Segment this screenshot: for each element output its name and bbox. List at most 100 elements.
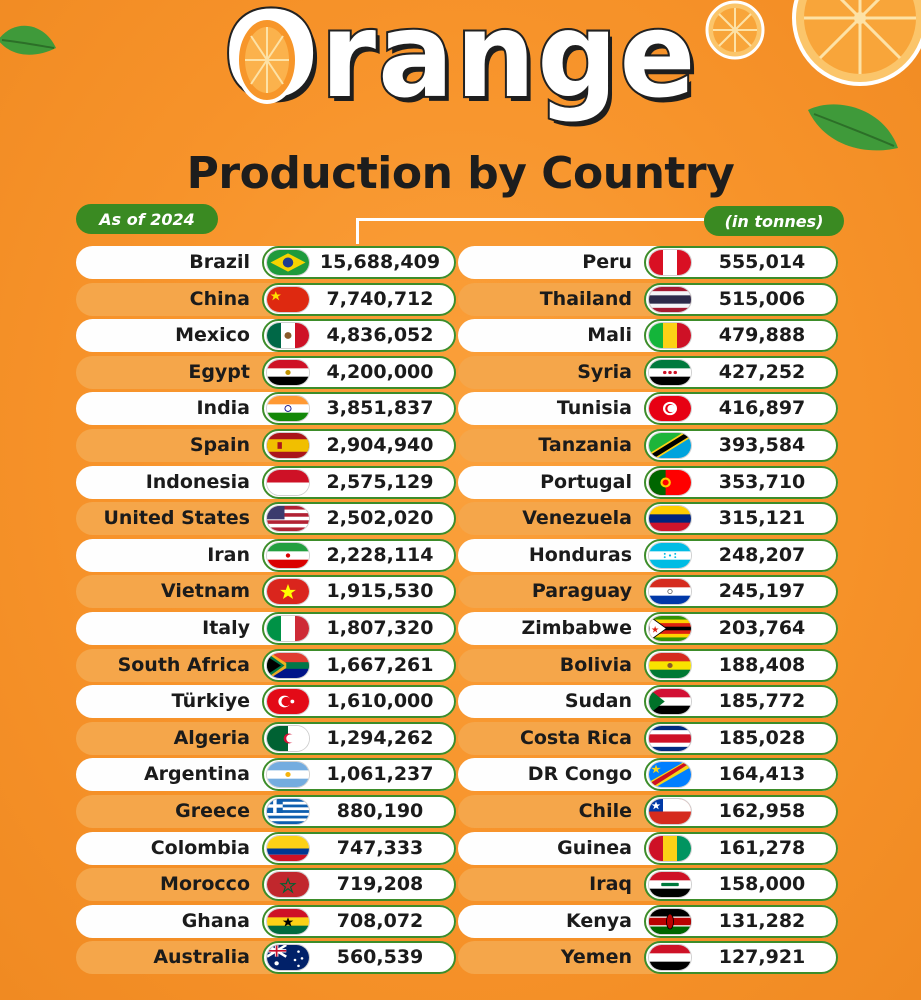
table-row: Mexico 4,836,052 <box>76 319 456 353</box>
table-row: Portugal 353,710 <box>458 465 838 499</box>
country-name: Paraguay <box>531 580 632 603</box>
table-row: Indonesia 2,575,129 <box>76 465 456 499</box>
production-pill: 3,851,837 <box>262 392 456 426</box>
tunisia-flag-icon <box>648 395 692 423</box>
table-row: Honduras 248,207 <box>458 538 838 572</box>
production-value: 353,710 <box>718 470 806 493</box>
costa-rica-flag-icon <box>648 724 692 752</box>
production-value: 555,014 <box>718 251 806 273</box>
production-pill: 555,014 <box>644 246 838 279</box>
morocco-flag-icon <box>266 871 310 899</box>
country-name: Venezuela <box>522 507 632 530</box>
production-pill: 1,807,320 <box>262 611 456 645</box>
country-name: Tanzania <box>538 433 632 456</box>
dr-congo-flag-icon <box>648 761 692 789</box>
country-name: Costa Rica <box>519 726 632 749</box>
production-value: 245,197 <box>718 580 806 603</box>
country-name: Mexico <box>175 324 250 347</box>
production-pill: 162,958 <box>644 794 838 828</box>
country-name: Australia <box>153 946 250 969</box>
country-name: Yemen <box>560 946 632 969</box>
table-row: Yemen 127,921 <box>458 941 838 975</box>
production-value: 2,904,940 <box>326 433 434 456</box>
table-row: Egypt 4,200,000 <box>76 355 456 389</box>
country-name: Honduras <box>528 543 632 566</box>
greece-flag-icon <box>266 797 310 825</box>
production-pill: 515,006 <box>644 282 838 316</box>
production-value: 248,207 <box>718 543 806 566</box>
production-value: 393,584 <box>718 433 806 456</box>
production-pill: 427,252 <box>644 355 838 389</box>
table-row: China 7,740,712 <box>76 282 456 316</box>
production-value: 185,028 <box>718 726 806 749</box>
table-row: Chile 162,958 <box>458 794 838 828</box>
table-column-right: Peru 555,014 Thailand 515,006 Mali 479,888 Syr… <box>458 246 838 978</box>
india-flag-icon <box>266 395 310 423</box>
production-pill: 353,710 <box>644 465 838 499</box>
production-pill: 479,888 <box>644 319 838 353</box>
production-value: 1,610,000 <box>326 690 434 713</box>
country-name: Iraq <box>589 873 632 896</box>
production-value: 161,278 <box>718 836 806 859</box>
production-pill: 1,294,262 <box>262 721 456 755</box>
production-value: 1,294,262 <box>326 726 434 749</box>
table-row: Zimbabwe 203,764 <box>458 611 838 645</box>
country-name: Argentina <box>143 763 250 786</box>
production-pill: 7,740,712 <box>262 282 456 316</box>
country-name: Brazil <box>189 251 250 273</box>
production-value: 427,252 <box>718 360 806 383</box>
egypt-flag-icon <box>266 358 310 386</box>
country-name: Iran <box>207 543 250 566</box>
country-name: DR Congo <box>527 763 632 786</box>
production-pill: 1,915,530 <box>262 575 456 609</box>
production-value: 162,958 <box>718 799 806 822</box>
production-value: 127,921 <box>718 946 806 969</box>
country-name: Chile <box>578 799 632 822</box>
production-pill: 1,667,261 <box>262 648 456 682</box>
page-title: Orange <box>222 0 698 125</box>
table-row: Morocco 719,208 <box>76 868 456 902</box>
table-row: Sudan 185,772 <box>458 685 838 719</box>
turkiye-flag-icon <box>266 688 310 716</box>
production-value: 2,502,020 <box>326 507 434 530</box>
chile-flag-icon <box>648 797 692 825</box>
country-name: Türkiye <box>171 690 250 713</box>
production-pill: 185,028 <box>644 721 838 755</box>
production-value: 416,897 <box>718 397 806 420</box>
table-column-left: Brazil 15,688,409 China 7,740,712 Mexico 4,83… <box>76 246 456 978</box>
portugal-flag-icon <box>648 468 692 496</box>
country-name: Colombia <box>150 836 250 859</box>
country-name: Zimbabwe <box>521 616 632 639</box>
production-value: 203,764 <box>718 616 806 639</box>
table-row: DR Congo 164,413 <box>458 758 838 792</box>
country-name: Syria <box>577 360 632 383</box>
production-pill: 1,061,237 <box>262 758 456 792</box>
production-value: 131,282 <box>718 909 806 932</box>
production-pill: 248,207 <box>644 538 838 572</box>
production-value: 3,851,837 <box>326 397 434 420</box>
production-pill: 560,539 <box>262 941 456 975</box>
ghana-flag-icon <box>266 907 310 935</box>
country-name: Guinea <box>557 836 632 859</box>
production-pill: 2,502,020 <box>262 502 456 536</box>
header-connector-line <box>356 218 704 244</box>
production-pill: 127,921 <box>644 941 838 975</box>
australia-flag-icon <box>266 944 310 972</box>
table-row: Thailand 515,006 <box>458 282 838 316</box>
iran-flag-icon <box>266 541 310 569</box>
production-value: 708,072 <box>336 909 424 932</box>
yemen-flag-icon <box>648 944 692 972</box>
production-pill: 416,897 <box>644 392 838 426</box>
production-pill: 4,200,000 <box>262 355 456 389</box>
country-name: Vietnam <box>161 580 250 603</box>
production-value: 880,190 <box>336 799 424 822</box>
table-row: India 3,851,837 <box>76 392 456 426</box>
south-africa-flag-icon <box>266 651 310 679</box>
table-row: Argentina 1,061,237 <box>76 758 456 792</box>
table-row: Spain 2,904,940 <box>76 428 456 462</box>
production-value: 158,000 <box>718 873 806 896</box>
production-pill: 188,408 <box>644 648 838 682</box>
country-name: Egypt <box>188 360 250 383</box>
bolivia-flag-icon <box>648 651 692 679</box>
table-row: Iraq 158,000 <box>458 868 838 902</box>
